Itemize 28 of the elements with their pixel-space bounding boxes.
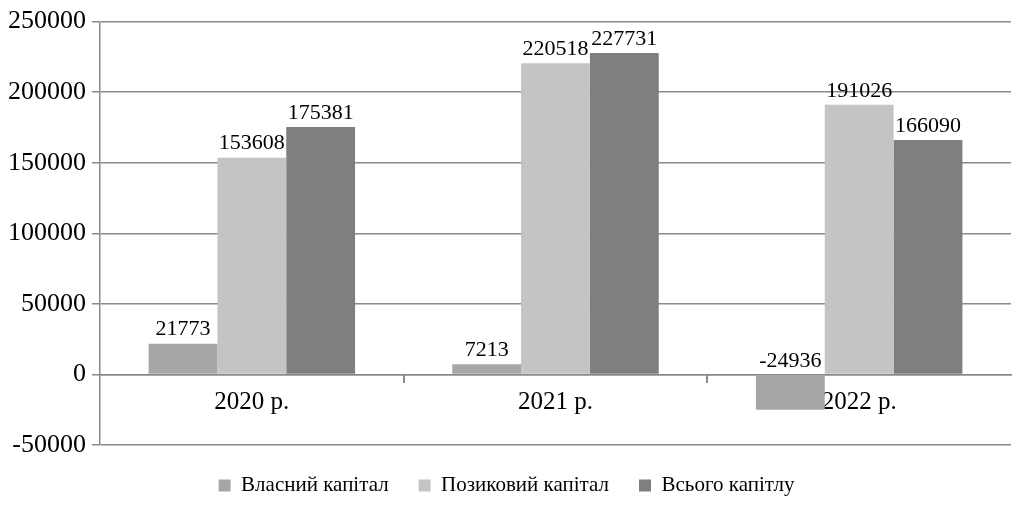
legend-label: Всього капітлу (661, 472, 795, 497)
data-label: 153608 (218, 129, 285, 155)
bar (824, 104, 894, 374)
y-tick-label: -50000 (12, 428, 86, 458)
legend-label: Позиковий капітал (441, 472, 610, 497)
y-tick-label: 150000 (8, 146, 86, 176)
data-label: 7213 (464, 336, 509, 362)
bar (217, 157, 287, 374)
x-tick-label: 2021 р. (518, 387, 593, 414)
y-tick-label: 200000 (8, 75, 86, 105)
x-tick-label: 2020 р. (214, 387, 290, 414)
bar (755, 375, 825, 410)
data-label: 220518 (522, 34, 589, 60)
data-label: 227731 (591, 24, 658, 50)
y-tick-label: 50000 (21, 287, 86, 317)
data-label: 191026 (826, 76, 893, 102)
bar (452, 364, 522, 374)
data-label: 175381 (287, 98, 354, 124)
bar (148, 343, 218, 374)
y-tick-label: 250000 (8, 5, 86, 35)
data-label: 166090 (895, 111, 961, 137)
data-label: -24936 (759, 346, 822, 372)
legend-label: Власний капітал (241, 472, 389, 497)
data-label: 21773 (155, 315, 211, 341)
bar (521, 63, 590, 374)
y-tick-label: 100000 (8, 217, 86, 247)
x-tick-label: 2022 р. (821, 387, 897, 414)
y-tick-label: 0 (73, 358, 86, 388)
